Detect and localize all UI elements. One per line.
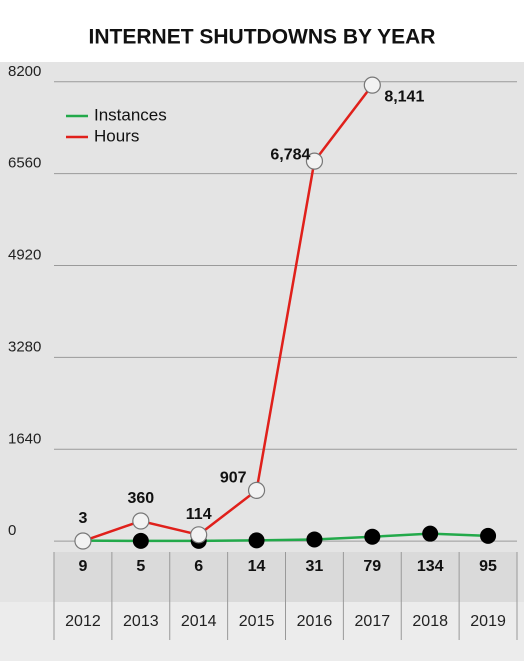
series-line: [82, 532, 489, 543]
data-label: 3: [78, 510, 87, 527]
year-band: [0, 602, 524, 661]
x-tick-label: 2012: [65, 613, 101, 630]
y-tick-label: 1640: [8, 430, 41, 447]
x-tick-label: 2014: [181, 613, 217, 630]
x-tick-label: 2015: [239, 613, 275, 630]
data-label: 95: [479, 558, 497, 575]
data-label: 6,784: [270, 146, 310, 163]
point: [248, 532, 265, 549]
point: [480, 527, 497, 544]
y-tick-label: 3280: [8, 338, 41, 355]
point: [306, 531, 323, 548]
data-label: 79: [363, 558, 381, 575]
chart-title: INTERNET SHUTDOWNS BY YEAR: [89, 26, 436, 49]
y-tick-label: 6560: [8, 155, 41, 172]
data-label: 5: [136, 558, 145, 575]
point: [422, 525, 439, 542]
data-label: 8,141: [384, 88, 424, 105]
data-label: 9: [78, 558, 87, 575]
data-label: 31: [306, 558, 324, 575]
series-line: [82, 84, 374, 543]
data-label: 6: [194, 558, 203, 575]
x-tick-label: 2017: [355, 613, 391, 630]
point: [132, 532, 149, 549]
data-label: 14: [248, 558, 266, 575]
point: [247, 481, 266, 499]
data-label: 134: [417, 558, 444, 575]
y-tick-label: 4920: [8, 247, 41, 264]
x-tick-label: 2019: [470, 613, 506, 630]
point: [132, 512, 150, 530]
point: [74, 532, 92, 550]
data-label: 907: [220, 470, 247, 487]
data-label: 360: [127, 490, 154, 507]
legend-label: Instances: [94, 105, 167, 124]
point: [363, 76, 381, 94]
data-label: 114: [186, 506, 212, 523]
x-tick-label: 2013: [123, 613, 159, 630]
x-tick-label: 2016: [297, 613, 333, 630]
x-tick-label: 2018: [412, 613, 448, 630]
point: [364, 528, 381, 545]
legend-label: Hours: [94, 126, 139, 145]
y-tick-label: 8200: [8, 63, 41, 80]
point: [190, 526, 208, 544]
y-tick-label: 0: [8, 522, 16, 539]
point: [305, 152, 324, 170]
